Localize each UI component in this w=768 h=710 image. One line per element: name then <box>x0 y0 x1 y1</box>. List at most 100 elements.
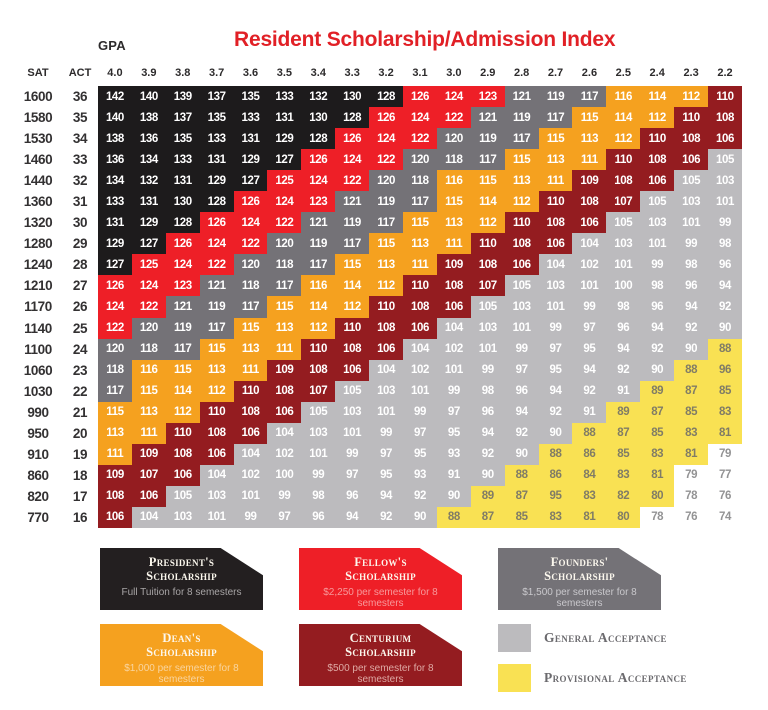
index-cell-deans-scholarship: 112 <box>335 296 370 318</box>
index-cell-deans-scholarship: 115 <box>131 380 166 402</box>
index-cell-presidents-scholarship: 133 <box>98 191 132 213</box>
index-cell-founders-scholarship: 120 <box>436 128 471 150</box>
index-cell-deans-scholarship: 111 <box>233 359 268 381</box>
index-cell-deans-scholarship: 113 <box>233 338 268 360</box>
index-cell-deans-scholarship: 114 <box>640 86 675 108</box>
index-cell-deans-scholarship: 112 <box>301 317 336 339</box>
index-cell-general-acceptance: 98 <box>674 254 709 276</box>
index-cell-general-acceptance: 99 <box>369 422 404 444</box>
index-cell-general-acceptance: 101 <box>708 191 742 213</box>
index-cell-fellows-scholarship: 126 <box>369 107 404 129</box>
index-cell-fellows-scholarship: 126 <box>335 128 370 150</box>
index-cell-general-acceptance: 104 <box>403 338 437 360</box>
index-cell-presidents-scholarship: 128 <box>369 86 404 108</box>
index-cell-fellows-scholarship: 126 <box>233 191 268 213</box>
acceptance-legend: General Acceptance Provisional Acceptance <box>498 624 728 692</box>
index-cell-centurium-scholarship: 106 <box>436 296 471 318</box>
legend-badge-subtitle: $1,000 per semester for 8 semesters <box>124 662 239 686</box>
index-cell-presidents-scholarship: 137 <box>199 86 234 108</box>
index-cell-fellows-scholarship: 124 <box>131 275 166 297</box>
index-cell-general-acceptance: 97 <box>572 317 607 339</box>
index-cell-centurium-scholarship: 110 <box>640 128 675 150</box>
index-cell-presidents-scholarship: 134 <box>131 149 166 171</box>
index-cell-provisional-acceptance: 81 <box>674 443 709 465</box>
legend-badge-title: Dean's Scholarship <box>146 631 217 659</box>
index-cell-deans-scholarship: 115 <box>199 338 234 360</box>
index-cell-no-award: 79 <box>708 443 742 465</box>
index-cell-presidents-scholarship: 127 <box>267 149 302 171</box>
index-cell-presidents-scholarship: 127 <box>233 170 268 192</box>
index-cell-fellows-scholarship: 126 <box>165 233 200 255</box>
act-row-label: 16 <box>72 509 88 525</box>
legend-badge-subtitle: $2,250 per semester for 8 semesters <box>323 586 438 610</box>
index-cell-general-acceptance: 97 <box>504 359 539 381</box>
index-cell-fellows-scholarship: 124 <box>369 128 404 150</box>
index-cell-general-acceptance: 96 <box>335 485 370 507</box>
index-cell-centurium-scholarship: 106 <box>233 422 268 444</box>
index-cell-presidents-scholarship: 136 <box>131 128 166 150</box>
index-cell-deans-scholarship: 114 <box>301 296 336 318</box>
index-cell-provisional-acceptance: 81 <box>640 464 675 486</box>
index-cell-founders-scholarship: 120 <box>369 170 404 192</box>
index-cell-presidents-scholarship: 131 <box>267 107 302 129</box>
index-cell-centurium-scholarship: 108 <box>165 443 200 465</box>
legend-badge-subtitle: $1,500 per semester for 8 semesters <box>522 586 637 610</box>
index-cell-general-acceptance: 92 <box>470 443 505 465</box>
index-cell-fellows-scholarship: 124 <box>403 107 437 129</box>
index-cell-centurium-scholarship: 107 <box>606 191 641 213</box>
sat-row-label: 1360 <box>23 194 53 210</box>
gpa-column-header: 2.3 <box>683 67 699 79</box>
act-row-label: 30 <box>72 215 88 231</box>
index-cell-provisional-acceptance: 88 <box>708 338 742 360</box>
index-cell-deans-scholarship: 111 <box>267 338 302 360</box>
index-cell-provisional-acceptance: 88 <box>538 443 573 465</box>
index-cell-general-acceptance: 94 <box>335 506 370 528</box>
index-cell-deans-scholarship: 113 <box>572 128 607 150</box>
sat-row-label: 1060 <box>23 362 53 378</box>
index-cell-centurium-scholarship: 110 <box>199 401 234 423</box>
act-row-label: 20 <box>72 425 88 441</box>
gpa-column-header: 3.2 <box>378 67 394 79</box>
index-cell-general-acceptance: 105 <box>504 275 539 297</box>
index-cell-centurium-scholarship: 106 <box>708 128 742 150</box>
sat-row-label: 1440 <box>23 173 53 189</box>
index-cell-centurium-scholarship: 108 <box>267 380 302 402</box>
index-cell-founders-scholarship: 117 <box>98 380 132 402</box>
index-cell-general-acceptance: 94 <box>504 401 539 423</box>
index-cell-general-acceptance: 92 <box>640 338 675 360</box>
index-cell-deans-scholarship: 116 <box>436 170 471 192</box>
act-row-label: 32 <box>72 173 88 189</box>
index-cell-provisional-acceptance: 85 <box>504 506 539 528</box>
index-cell-founders-scholarship: 120 <box>403 149 437 171</box>
index-cell-presidents-scholarship: 139 <box>165 86 200 108</box>
index-cell-centurium-scholarship: 110 <box>335 317 370 339</box>
index-cell-founders-scholarship: 119 <box>538 86 573 108</box>
index-cell-general-acceptance: 99 <box>233 506 268 528</box>
act-row-label: 22 <box>72 383 88 399</box>
index-cell-fellows-scholarship: 124 <box>335 149 370 171</box>
index-cell-deans-scholarship: 113 <box>403 233 437 255</box>
index-cell-deans-scholarship: 113 <box>98 422 132 444</box>
index-cell-provisional-acceptance: 96 <box>708 359 742 381</box>
index-cell-deans-scholarship: 115 <box>267 296 302 318</box>
index-cell-provisional-acceptance: 82 <box>606 485 641 507</box>
index-cell-general-acceptance: 101 <box>301 443 336 465</box>
index-cell-provisional-acceptance: 85 <box>606 443 641 465</box>
index-cell-fellows-scholarship: 124 <box>165 254 200 276</box>
index-cell-deans-scholarship: 115 <box>572 107 607 129</box>
index-cell-general-acceptance: 105 <box>301 401 336 423</box>
index-cell-general-acceptance: 103 <box>301 422 336 444</box>
index-cell-deans-scholarship: 113 <box>131 401 166 423</box>
index-cell-presidents-scholarship: 130 <box>335 86 370 108</box>
index-cell-no-award: 77 <box>708 464 742 486</box>
index-cell-provisional-acceptance: 83 <box>572 485 607 507</box>
index-cell-deans-scholarship: 114 <box>165 380 200 402</box>
act-row-label: 21 <box>72 404 88 420</box>
index-cell-fellows-scholarship: 122 <box>403 128 437 150</box>
index-cell-general-acceptance: 94 <box>674 296 709 318</box>
index-cell-general-acceptance: 90 <box>708 317 742 339</box>
index-cell-deans-scholarship: 111 <box>436 233 471 255</box>
acceptance-item: Provisional Acceptance <box>498 664 728 692</box>
index-cell-centurium-scholarship: 110 <box>369 296 404 318</box>
index-cell-centurium-scholarship: 107 <box>301 380 336 402</box>
